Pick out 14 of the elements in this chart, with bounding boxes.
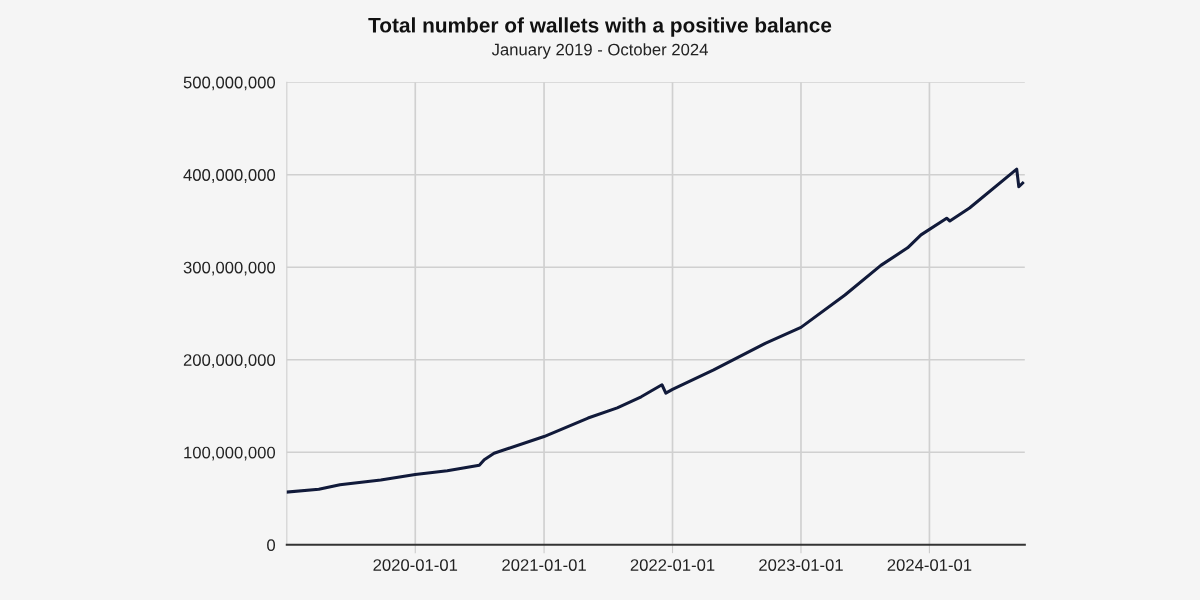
x-tick-label: 2022-01-01 bbox=[630, 559, 715, 571]
x-tick-label: 2020-01-01 bbox=[373, 559, 458, 571]
line-series bbox=[286, 167, 1025, 494]
y-tick-label: 0 bbox=[267, 539, 276, 551]
x-tick-label: 2021-01-01 bbox=[502, 559, 586, 571]
x-tick-label: 2023-01-01 bbox=[759, 559, 843, 571]
y-tick-label: 100,000,000 bbox=[184, 446, 276, 461]
y-tick-label: 500,000,000 bbox=[183, 76, 276, 91]
y-tick-label: 300,000,000 bbox=[183, 261, 276, 276]
chart-subtitle: January 2019 - October 2024 bbox=[491, 43, 708, 59]
chart-title: Total number of wallets with a positive balance bbox=[368, 17, 832, 37]
y-tick-label: 400,000,000 bbox=[183, 169, 276, 183]
y-tick-label: 200,000,000 bbox=[183, 354, 276, 368]
x-tick-label: 2024-01-01 bbox=[887, 559, 972, 571]
